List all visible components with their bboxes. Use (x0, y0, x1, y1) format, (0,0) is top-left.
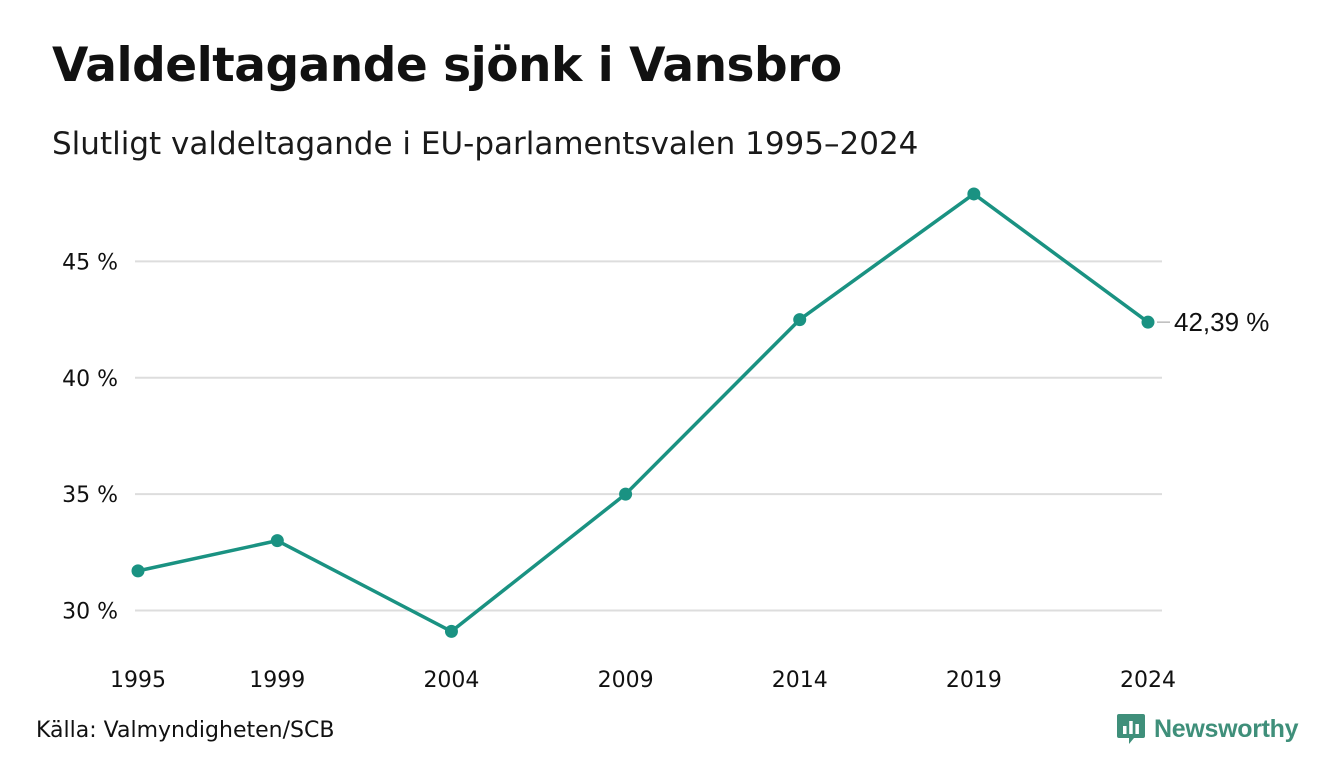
chart-title: Valdeltagande sjönk i Vansbro (52, 38, 842, 93)
data-point (619, 487, 633, 501)
series-layer (136, 192, 1150, 634)
y-tick-label: 30 % (62, 599, 118, 624)
end-value-label: 42,39 % (1174, 307, 1269, 337)
data-point (270, 534, 284, 548)
y-tick-label: 40 % (62, 367, 118, 392)
chart-subtitle: Slutligt valdeltagande i EU-parlamentsva… (52, 126, 919, 162)
x-tick-label: 2019 (946, 668, 1002, 693)
data-labels: 42,39 % (1157, 307, 1269, 337)
data-point (131, 564, 145, 578)
x-tick-label: 2014 (772, 668, 828, 693)
x-tick-label: 2004 (423, 668, 479, 693)
x-axis-ticks: 1995 1999 2004 2009 2014 2019 2024 (110, 668, 1176, 693)
newsworthy-logo-icon (1117, 714, 1145, 744)
x-tick-label: 2009 (598, 668, 654, 693)
series-line (136, 192, 1150, 634)
x-tick-label: 1999 (249, 668, 305, 693)
data-point (1141, 315, 1155, 329)
data-point (967, 187, 981, 201)
y-axis-ticks: 30 % 35 % 40 % 45 % (62, 250, 118, 624)
brand-name: Newsworthy (1154, 714, 1299, 743)
y-tick-label: 35 % (62, 483, 118, 508)
y-tick-label: 45 % (62, 250, 118, 275)
data-points (131, 187, 1155, 638)
x-tick-label: 2024 (1120, 668, 1176, 693)
data-point (793, 313, 807, 327)
source-note: Källa: Valmyndigheten/SCB (36, 718, 335, 743)
grid-layer (135, 260, 1162, 612)
brand-logo: Newsworthy (1116, 712, 1299, 746)
x-tick-label: 1995 (110, 668, 166, 693)
data-point (444, 624, 458, 638)
